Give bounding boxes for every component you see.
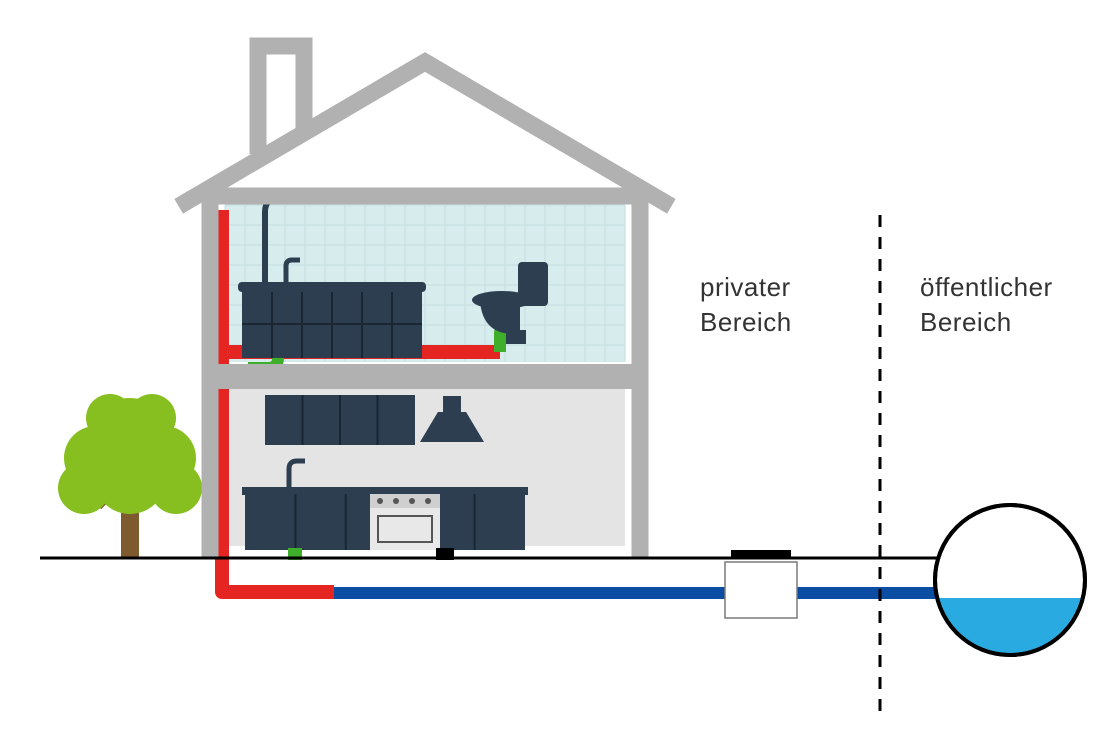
inspection-lid: [731, 550, 791, 558]
label-public: öffentlicher Bereich: [920, 270, 1053, 340]
label-public-l2: Bereich: [920, 307, 1012, 337]
shower-riser: [262, 212, 268, 284]
sewer-water: [935, 598, 1085, 746]
label-public-l1: öffentlicher: [920, 272, 1053, 302]
label-private: privater Bereich: [700, 270, 792, 340]
label-private-l2: Bereich: [700, 307, 792, 337]
label-private-l1: privater: [700, 272, 791, 302]
floor-slab: [218, 364, 632, 389]
tree-foliage: [58, 394, 202, 514]
diagram-svg: [0, 0, 1112, 746]
inspection-chamber: [725, 562, 797, 618]
